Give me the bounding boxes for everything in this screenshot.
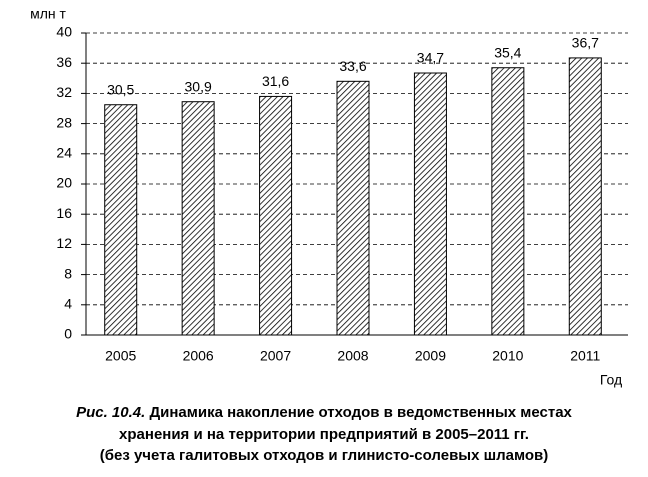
y-tick-label: 12 [56, 235, 72, 251]
x-tick-label: 2005 [105, 348, 136, 364]
x-tick-label: 2007 [260, 348, 291, 364]
y-tick-label: 36 [56, 54, 72, 70]
bar [413, 72, 447, 336]
x-axis-label: Год [600, 372, 622, 388]
bar [259, 95, 293, 336]
y-tick-label: 0 [64, 326, 72, 342]
caption-line: хранения и на территории предприятий в 2… [119, 426, 529, 443]
y-tick-label: 28 [56, 114, 72, 130]
y-tick-label: 40 [56, 24, 72, 40]
value-label: 33,6 [339, 58, 366, 74]
x-tick-label: 2006 [183, 348, 214, 364]
bar [181, 101, 215, 336]
value-label: 34,7 [417, 50, 444, 66]
x-tick-label: 2008 [337, 348, 368, 364]
y-tick-label: 8 [64, 265, 72, 281]
y-tick-label: 24 [56, 145, 72, 161]
caption-text: Динамика накопление отходов в ведомствен… [149, 404, 572, 421]
value-label: 30,9 [185, 78, 212, 94]
y-axis-label: млн т [30, 6, 66, 22]
figure-label: Рис. 10.4. [76, 404, 145, 421]
caption-line: (без учета галитовых отходов и глинисто-… [100, 447, 549, 464]
x-tick-label: 2010 [492, 348, 523, 364]
bar [104, 104, 138, 336]
caption-line: Рис. 10.4. Динамика накопление отходов в… [76, 404, 572, 421]
value-label: 36,7 [572, 35, 599, 51]
bar [568, 57, 602, 336]
y-tick-label: 4 [64, 296, 72, 312]
x-tick-label: 2011 [570, 348, 600, 364]
bar [336, 80, 370, 336]
y-tick-label: 20 [56, 175, 72, 191]
bar [491, 67, 525, 336]
y-tick-label: 32 [56, 84, 72, 100]
value-label: 35,4 [494, 44, 521, 60]
y-tick-label: 16 [56, 205, 72, 221]
x-tick-label: 2009 [415, 348, 446, 364]
value-label: 30,5 [107, 81, 134, 97]
value-label: 31,6 [262, 73, 289, 89]
